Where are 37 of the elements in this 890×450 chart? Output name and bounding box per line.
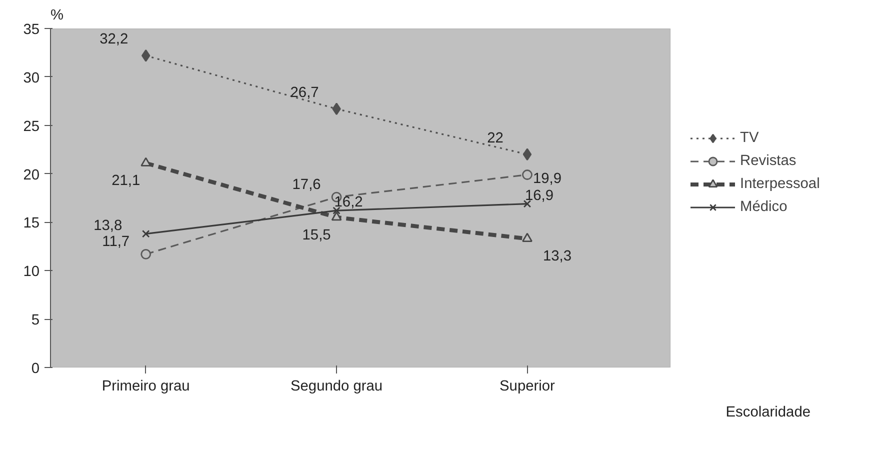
x-tick-label: Primeiro grau xyxy=(102,378,190,394)
data-label: 16,2 xyxy=(334,194,363,211)
y-tick-label: 15 xyxy=(23,216,40,232)
y-tick-label: 30 xyxy=(23,70,40,86)
data-label: 13,3 xyxy=(542,248,572,265)
data-label: 19,9 xyxy=(532,170,562,187)
point xyxy=(522,232,532,242)
data-label: 13,8 xyxy=(94,218,122,234)
point xyxy=(140,248,152,260)
y-tick-label: 0 xyxy=(31,361,40,377)
data-label: 11,7 xyxy=(102,234,130,250)
data-label: 32,2 xyxy=(100,32,128,48)
y-axis-title: % xyxy=(50,8,64,24)
legend-label: Revistas xyxy=(740,153,796,169)
legend-label: Médico xyxy=(740,199,788,215)
data-label: 21,1 xyxy=(112,173,140,190)
data-label: 16,9 xyxy=(524,188,554,204)
data-label: 22 xyxy=(487,130,504,146)
data-label: 15,5 xyxy=(302,227,331,244)
legend-label: TV xyxy=(740,130,760,146)
y-tick-label: 25 xyxy=(23,118,40,135)
data-label: 26,7 xyxy=(290,84,319,101)
point xyxy=(141,49,150,62)
point xyxy=(140,157,152,166)
y-tick-label: 5 xyxy=(31,312,40,329)
data-label: 17,6 xyxy=(292,177,321,194)
point xyxy=(331,211,342,221)
x-tick-label: Segundo grau xyxy=(290,378,383,394)
y-tick-label: 10 xyxy=(23,264,40,280)
point xyxy=(522,148,532,161)
x-tick-label: Superior xyxy=(500,378,556,394)
y-tick-label: 35 xyxy=(23,22,40,38)
point xyxy=(522,170,532,180)
y-tick-label: 20 xyxy=(23,167,40,184)
legend-label: Interpessoal xyxy=(740,176,820,192)
x-axis-title: Escolaridade xyxy=(726,404,811,420)
point xyxy=(142,230,150,238)
